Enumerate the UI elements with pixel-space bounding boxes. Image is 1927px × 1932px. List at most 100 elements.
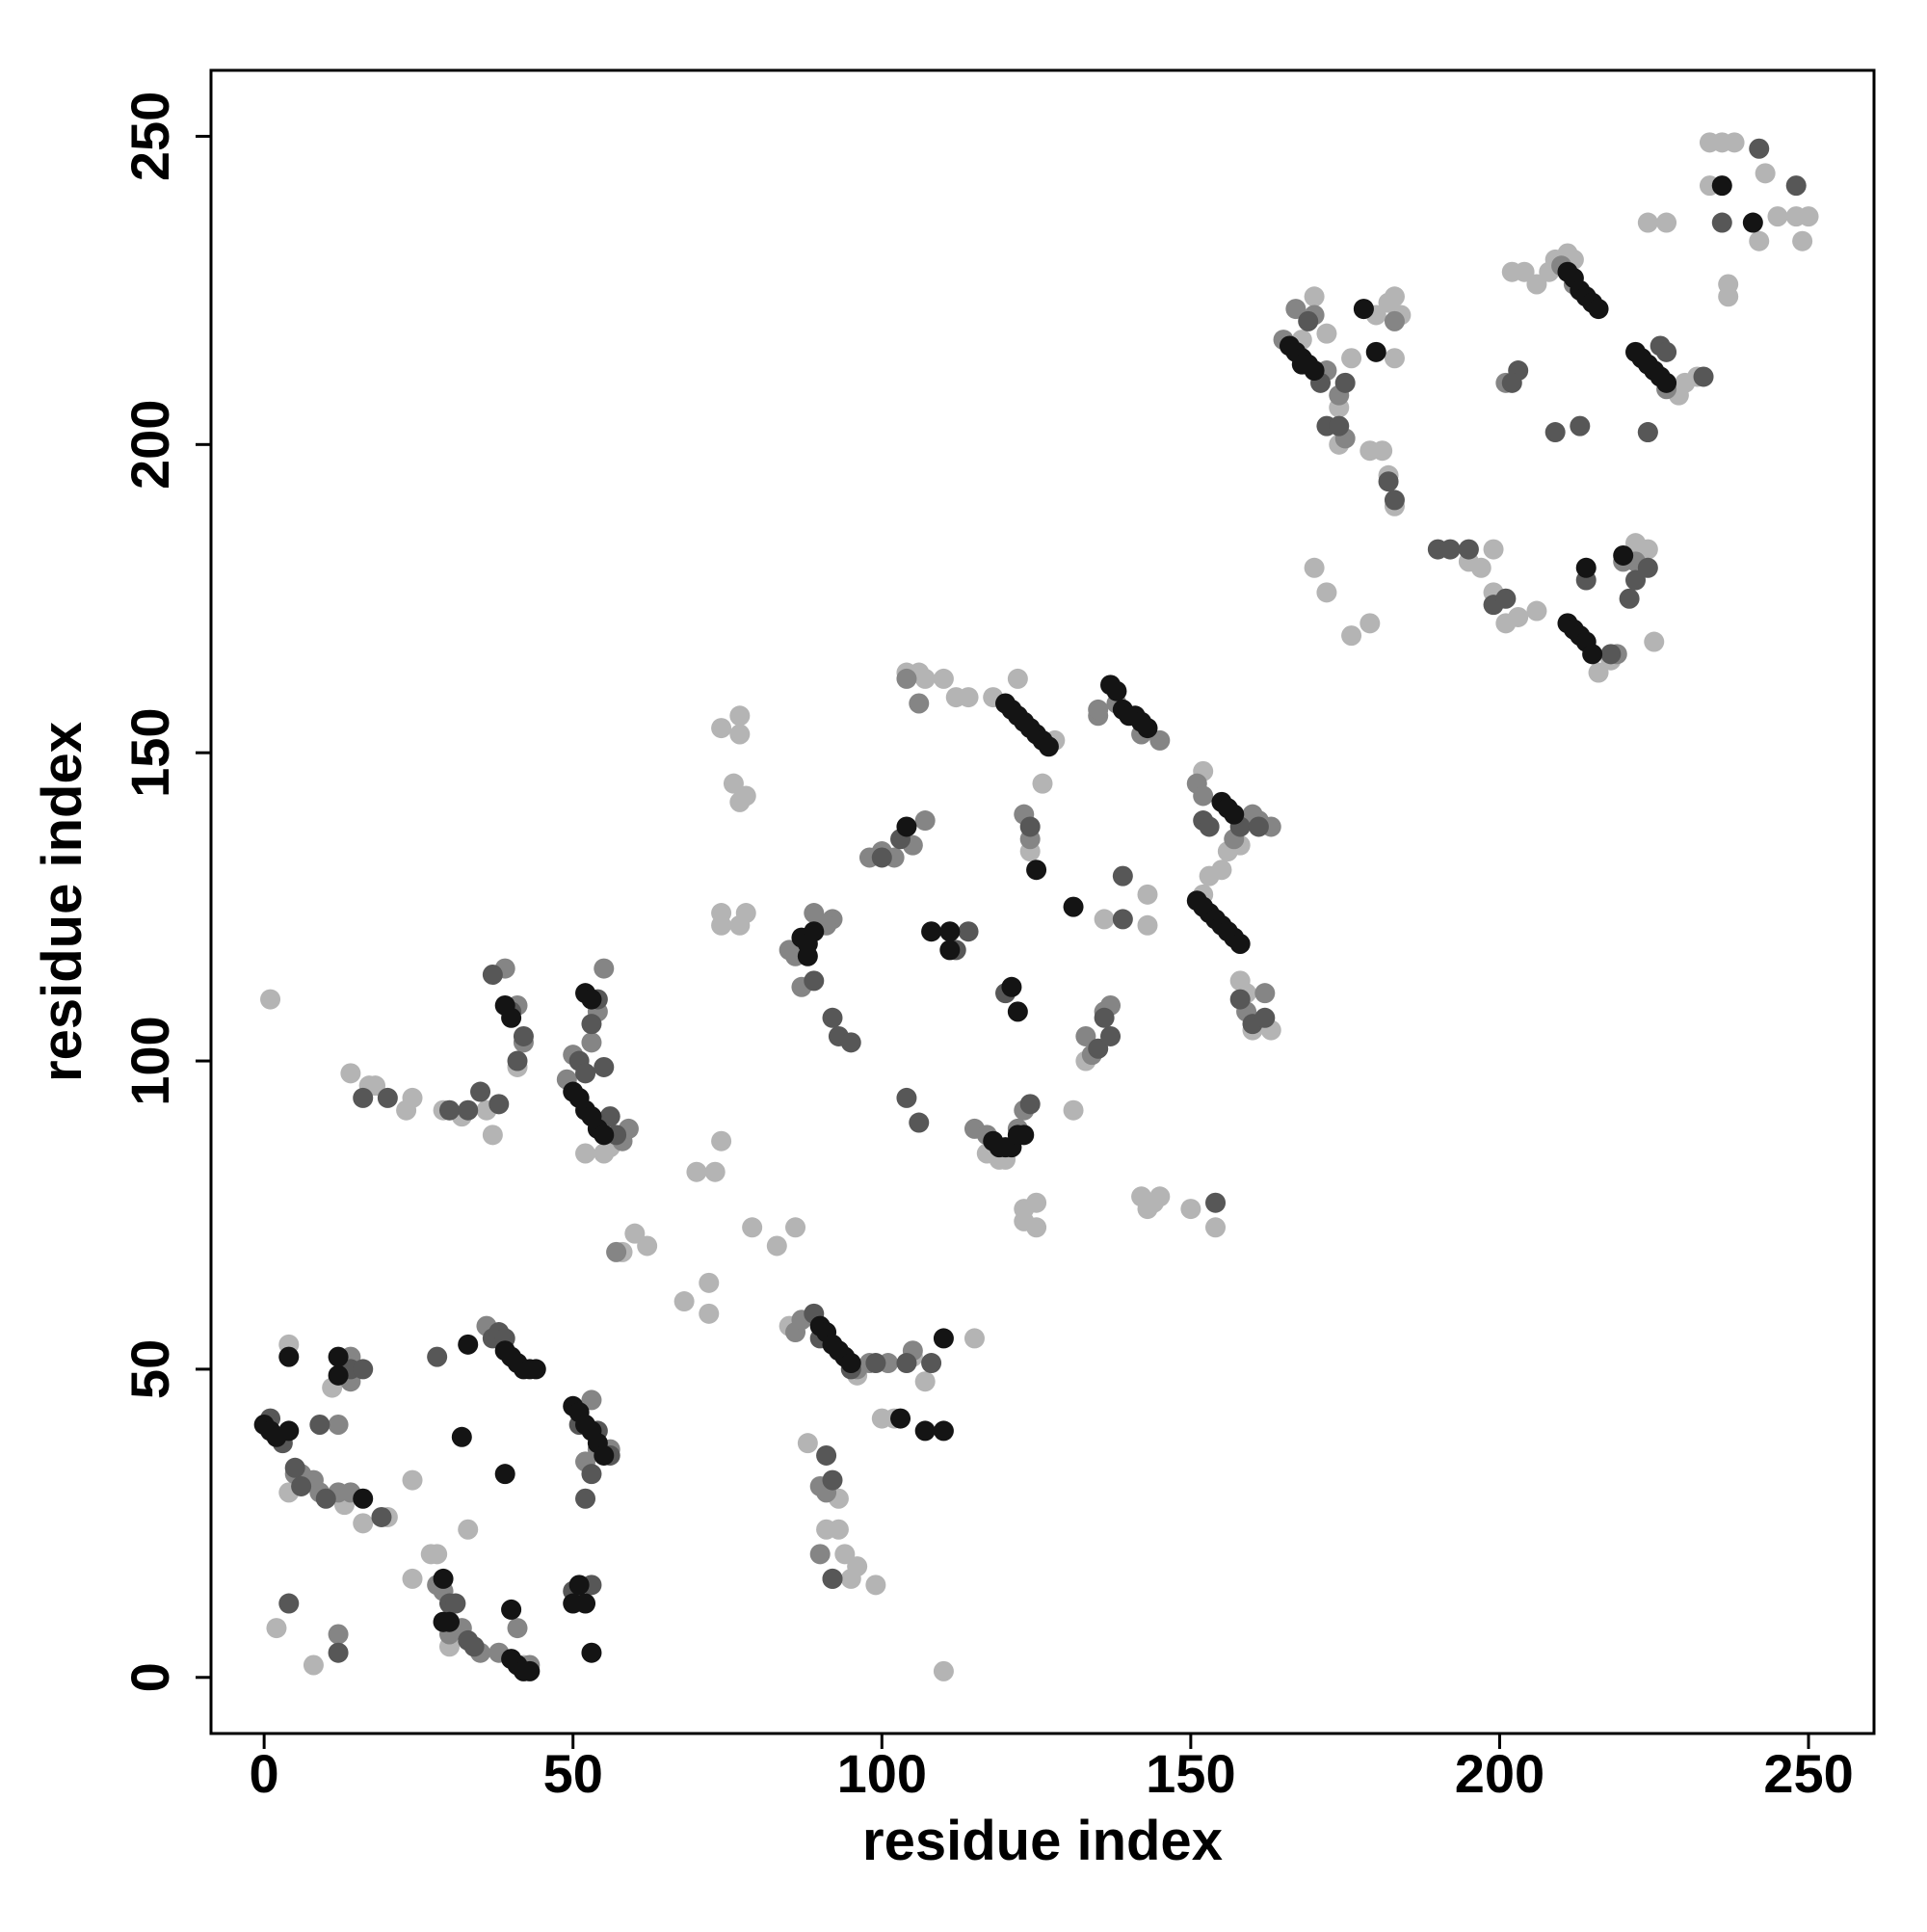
x-tick-label: 50 — [543, 1743, 603, 1804]
point — [1304, 286, 1325, 307]
point — [896, 816, 917, 837]
point — [594, 1444, 615, 1466]
point — [914, 1420, 936, 1442]
point — [1007, 668, 1028, 689]
point — [278, 1420, 300, 1442]
x-tick-label: 200 — [1455, 1743, 1544, 1804]
point — [1353, 299, 1374, 320]
point — [1575, 557, 1597, 578]
point — [1495, 588, 1517, 609]
point — [890, 1408, 911, 1429]
point — [501, 1007, 522, 1028]
point — [458, 1334, 479, 1355]
point — [328, 1624, 349, 1645]
point — [1248, 816, 1269, 837]
point — [458, 1519, 479, 1540]
point — [371, 1506, 392, 1527]
point — [1656, 372, 1677, 393]
point — [742, 1217, 763, 1238]
point — [1254, 983, 1276, 1004]
point — [673, 1291, 695, 1312]
point — [729, 724, 751, 745]
point — [519, 1660, 541, 1681]
point — [1588, 662, 1609, 683]
points — [253, 132, 1819, 1681]
point — [1291, 354, 1312, 375]
point — [804, 921, 825, 942]
point — [1749, 138, 1770, 159]
point — [1570, 415, 1591, 437]
point — [1143, 1192, 1164, 1213]
point — [921, 1353, 942, 1374]
point — [896, 1087, 917, 1108]
point — [1254, 1007, 1276, 1028]
point — [1742, 212, 1763, 233]
point — [1229, 934, 1251, 955]
point — [1711, 175, 1732, 197]
point — [711, 718, 732, 739]
point — [735, 785, 756, 807]
point — [933, 1328, 954, 1349]
point — [1458, 539, 1479, 560]
point — [402, 1469, 423, 1491]
point — [1205, 1192, 1227, 1213]
point — [291, 1475, 312, 1496]
point — [711, 1130, 732, 1151]
point — [735, 903, 756, 924]
point — [1372, 440, 1393, 462]
point — [328, 1346, 349, 1367]
point — [1785, 175, 1807, 197]
point — [1329, 415, 1350, 437]
point — [581, 1389, 602, 1411]
point — [568, 1575, 590, 1596]
point — [1749, 230, 1770, 251]
point — [1032, 773, 1053, 794]
point — [353, 1488, 374, 1509]
point — [482, 1125, 503, 1146]
point — [1137, 718, 1158, 739]
point — [1508, 606, 1529, 627]
point — [909, 693, 930, 714]
point — [1298, 310, 1319, 331]
point — [914, 668, 936, 689]
point — [340, 1063, 361, 1084]
point — [594, 1125, 615, 1146]
point — [1007, 1001, 1028, 1022]
point — [1384, 490, 1405, 511]
point — [1304, 557, 1325, 578]
point — [482, 964, 503, 985]
point — [315, 1488, 336, 1509]
point — [1193, 785, 1214, 807]
point — [797, 1433, 818, 1454]
point — [1088, 1038, 1109, 1059]
point — [785, 1217, 806, 1238]
point — [766, 1235, 787, 1257]
point — [1755, 163, 1776, 184]
point — [822, 1568, 843, 1589]
point — [1384, 286, 1405, 307]
point — [1526, 600, 1547, 622]
point — [933, 668, 954, 689]
point — [328, 1364, 349, 1386]
point — [914, 1371, 936, 1392]
y-tick-label: 50 — [119, 1339, 180, 1399]
point — [1656, 212, 1677, 233]
point — [581, 1014, 602, 1035]
point — [964, 1328, 985, 1349]
point — [1341, 625, 1362, 647]
point — [834, 1544, 856, 1565]
point — [704, 1161, 726, 1182]
point — [427, 1346, 448, 1367]
point — [1600, 644, 1622, 665]
point — [828, 1519, 849, 1540]
point — [507, 1050, 528, 1072]
point — [575, 1593, 596, 1614]
point — [1619, 588, 1640, 609]
point — [1724, 132, 1745, 153]
point — [1711, 212, 1732, 233]
point — [1526, 274, 1547, 295]
point — [266, 1618, 287, 1639]
point — [377, 1087, 398, 1108]
x-tick-label: 150 — [1146, 1743, 1235, 1804]
